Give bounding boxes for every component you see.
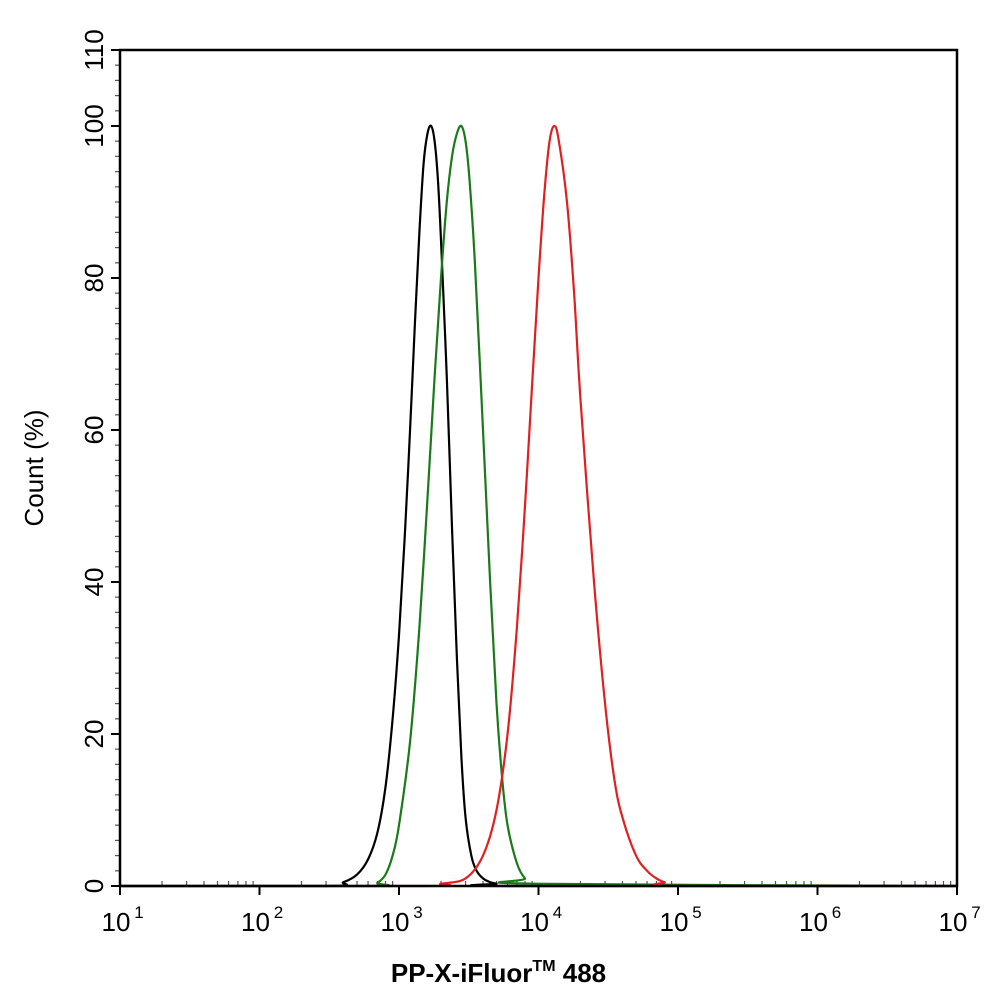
y-tick-label: 60 [79, 416, 109, 445]
y-tick-label: 20 [79, 720, 109, 749]
x-tick-label: 10 [381, 907, 410, 937]
y-tick-label: 0 [79, 879, 109, 893]
x-axis-title-main: PP-X-iFluor [391, 958, 533, 988]
y-tick-label: 100 [79, 104, 109, 147]
x-tick-labels: 10 1 10 2 10 3 10 4 10 5 10 6 10 7 [102, 903, 981, 937]
x-tick-label-exponent: 5 [692, 903, 701, 922]
x-tick-label: 10 [241, 907, 270, 937]
y-tick-label: 40 [79, 568, 109, 597]
histogram-series-2 [120, 124, 958, 888]
y-tick-labels: 0 20 40 60 80 100 110 [79, 29, 109, 893]
x-tick-label-exponent: 3 [413, 903, 422, 922]
histogram-series-1 [120, 124, 957, 888]
x-axis-title-suffix: 488 [556, 958, 607, 988]
x-tick-label-exponent: 6 [832, 903, 841, 922]
x-tick-label-exponent: 1 [134, 903, 143, 922]
major-ticks [111, 49, 958, 895]
histogram-series-3 [120, 124, 957, 888]
y-tick-label: 80 [79, 264, 109, 293]
x-tick-label: 10 [799, 907, 828, 937]
y-axis-title: Count (%) [19, 409, 49, 526]
y-tick-label: 110 [79, 29, 109, 70]
x-tick-label: 10 [102, 907, 131, 937]
x-tick-label-exponent: 4 [553, 903, 562, 922]
x-tick-label-exponent: 2 [274, 903, 283, 922]
x-tick-label: 10 [520, 907, 549, 937]
x-axis-title-superscript: TM [532, 958, 555, 975]
x-tick-label: 10 [939, 907, 968, 937]
series-layer [120, 124, 958, 888]
x-tick-label-exponent: 7 [971, 903, 980, 922]
x-axis-title: PP-X-iFluorTM 488 [391, 958, 606, 988]
minor-ticks [115, 64, 952, 886]
plot-frame [118, 48, 959, 888]
x-tick-label: 10 [660, 907, 689, 937]
